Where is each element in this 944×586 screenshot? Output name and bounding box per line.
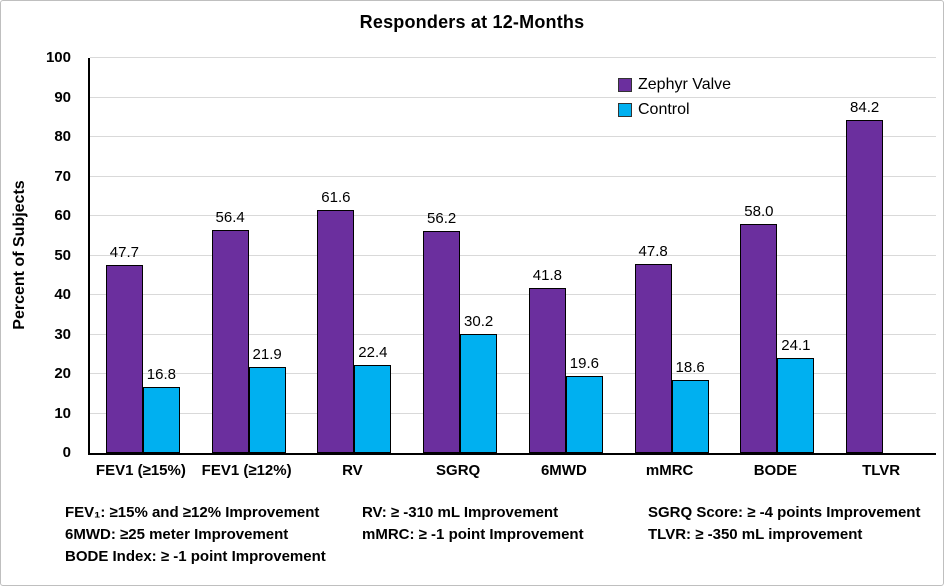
bar-value-label: 47.7: [109, 243, 139, 261]
x-axis-label: TLVR: [862, 462, 901, 479]
y-tick-label: 20: [54, 365, 71, 382]
footnote-sgrq: SGRQ Score: ≥ -4 points Improvement: [648, 504, 921, 521]
footnote-fev1: FEV₁: ≥15% and ≥12% Improvement: [65, 504, 320, 521]
bar-control-mmrc: [671, 379, 709, 453]
y-tick-label: 0: [62, 444, 71, 461]
footnote-column-1: FEV₁: ≥15% and ≥12% Improvement 6MWD: ≥2…: [65, 502, 326, 568]
bar-control-rv: [354, 364, 392, 453]
legend-item-zephyr-valve: Zephyr Valve: [618, 72, 731, 97]
y-tick-label: 90: [54, 88, 71, 106]
gridline: [90, 175, 936, 177]
bar-value-label: 30.2: [464, 312, 494, 330]
bar-value-label: 56.4: [215, 209, 245, 227]
gridline: [90, 294, 936, 295]
bar-value-label: 18.6: [675, 358, 705, 376]
zephyr-valve-swatch-icon: [618, 77, 632, 92]
gridline: [90, 136, 936, 137]
bar-value-label: 58.0: [744, 202, 774, 220]
footnote-6mwd: 6MWD: ≥25 meter Improvement: [65, 526, 289, 543]
y-axis-title: Percent of Subjects: [11, 180, 28, 330]
bar-zephyr-valve-fev1-12-: [211, 230, 249, 453]
bar-value-label: 61.6: [321, 188, 351, 206]
bar-control-sgrq: [460, 333, 498, 453]
bar-zephyr-valve-tlvr: [846, 120, 884, 453]
x-axis-label: FEV1 (≥15%): [95, 462, 186, 479]
gridline: [90, 333, 936, 335]
bar-value-label: 24.1: [781, 336, 811, 354]
gridline: [90, 373, 936, 374]
legend: Zephyr Valve Control: [618, 72, 731, 122]
plot-area: 47.7 16.8 56.4 21.9 61.6 22.4 56.2 30.2 41.8 19.6…: [88, 57, 936, 455]
x-axis-label: BODE: [753, 462, 798, 479]
gridline: [90, 57, 936, 58]
footnote-rv: RV: ≥ -310 mL Improvement: [362, 504, 559, 521]
bar-zephyr-valve-rv: [317, 209, 355, 453]
x-axis-label: 6MWD: [540, 462, 587, 479]
legend-item-control: Control: [618, 97, 731, 122]
bar-zephyr-valve-sgrq: [423, 231, 461, 453]
chart-title: Responders at 12-Months: [359, 12, 585, 32]
bar-control-bode: [777, 357, 815, 453]
bar-value-label: 19.6: [569, 354, 599, 372]
bar-zephyr-valve-bode: [740, 223, 778, 453]
bar-zephyr-valve-6mwd: [528, 287, 566, 453]
legend-label-control: Control: [638, 100, 690, 118]
bar-value-label: 22.4: [358, 343, 388, 361]
footnotes: FEV₁: ≥15% and ≥12% Improvement 6MWD: ≥2…: [1, 502, 943, 572]
bar-value-label: 47.8: [638, 243, 668, 261]
footnote-column-3: SGRQ Score: ≥ -4 points Improvement TLVR…: [648, 502, 920, 546]
bar-value-label: 84.2: [850, 99, 880, 117]
footnote-column-2: RV: ≥ -310 mL Improvement mMRC: ≥ -1 poi…: [362, 502, 584, 546]
gridline: [90, 215, 936, 216]
footnote-mmrc: mMRC: ≥ -1 point Improvement: [362, 526, 584, 543]
y-tick-label: 80: [54, 128, 71, 145]
x-axis-label: SGRQ: [436, 462, 481, 479]
control-swatch-icon: [618, 102, 632, 117]
bar-value-label: 16.8: [146, 365, 176, 383]
bar-control-fev1-15-: [142, 386, 180, 453]
x-axis-label: RV: [342, 462, 363, 479]
bar-value-label: 41.8: [532, 266, 562, 284]
footnote-tlvr: TLVR: ≥ -350 mL improvement: [648, 526, 863, 543]
x-axis-label: mMRC: [645, 462, 694, 479]
bar-control-fev1-12-: [248, 366, 286, 453]
gridline: [90, 412, 936, 414]
gridline: [90, 96, 936, 98]
y-tick-label: 100: [45, 49, 71, 66]
bar-zephyr-valve-fev1-15-: [105, 264, 143, 453]
bar-zephyr-valve-mmrc: [634, 264, 672, 453]
bar-value-label: 21.9: [252, 345, 282, 363]
legend-label-zephyr-valve: Zephyr Valve: [638, 75, 732, 93]
bar-control-6mwd: [565, 375, 603, 453]
footnote-bode: BODE Index: ≥ -1 point Improvement: [65, 548, 326, 565]
bar-value-label: 56.2: [427, 210, 457, 228]
x-axis-label: FEV1 (≥12%): [201, 462, 292, 479]
gridline: [90, 254, 936, 256]
y-tick-label: 10: [54, 404, 71, 422]
